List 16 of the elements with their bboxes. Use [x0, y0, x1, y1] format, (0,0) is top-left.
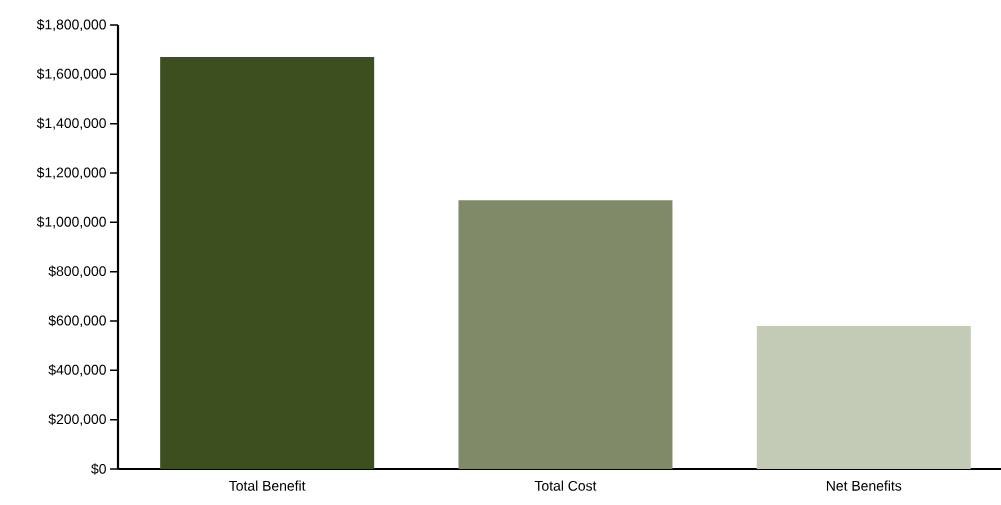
y-tick-label: $200,000: [48, 413, 106, 426]
bar: [458, 200, 673, 469]
bar: [756, 325, 971, 469]
y-tick-label: $400,000: [48, 364, 106, 377]
x-tick-label: Total Cost: [534, 480, 597, 491]
y-tick-label: $800,000: [48, 265, 106, 278]
x-tick-label: Net Benefits: [826, 480, 902, 491]
y-tick-label: $0: [91, 463, 106, 475]
y-tick-label: $1,000,000: [36, 216, 106, 229]
y-tick-label: $1,800,000: [36, 18, 106, 32]
y-tick-label: $1,200,000: [36, 166, 106, 180]
bar: [160, 57, 375, 469]
x-tick-label: Total Benefit: [229, 480, 306, 491]
y-tick-label: $1,400,000: [36, 117, 106, 130]
y-tick-label: $1,600,000: [36, 68, 106, 81]
y-tick-label: $600,000: [48, 314, 106, 328]
